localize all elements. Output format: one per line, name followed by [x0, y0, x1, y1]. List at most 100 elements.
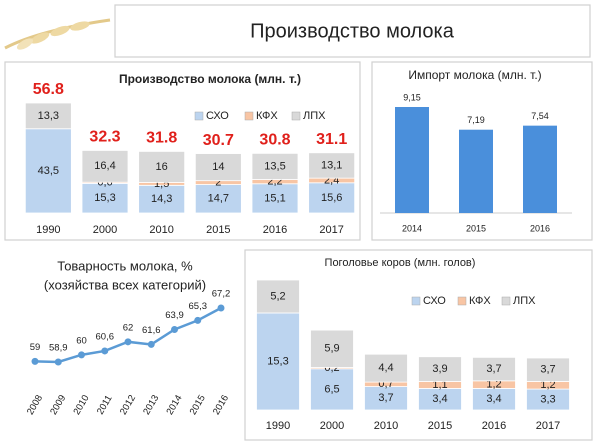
point	[217, 304, 225, 312]
point	[54, 358, 62, 366]
x-tick-label: 2010	[71, 393, 91, 417]
value-label: 62	[123, 322, 134, 333]
point	[78, 351, 85, 359]
bar-segment	[81, 150, 129, 183]
chart-title: Поголовье коров (млн. голов)	[325, 257, 476, 269]
legend-label: КФХ	[256, 110, 278, 122]
bar-segment	[364, 353, 408, 383]
x-tick-label: 2008	[25, 393, 45, 417]
value-label: 9,15	[403, 92, 421, 102]
total-label: 32.3	[89, 129, 120, 146]
legend-swatch	[457, 296, 467, 306]
value-label: 3,7	[378, 392, 393, 404]
x-tick-label: 2016	[530, 223, 550, 233]
wheat-decoration	[4, 18, 111, 50]
x-tick-label: 1990	[266, 420, 290, 432]
x-tick-label: 2014	[402, 223, 422, 233]
value-label: 13,5	[264, 160, 285, 172]
bar-segment	[24, 102, 72, 130]
bar-segment	[81, 182, 129, 214]
bar-segment	[308, 182, 356, 214]
total-label: 30.8	[259, 132, 290, 149]
legend-label: СХО	[206, 110, 229, 122]
value-label: 7,19	[467, 115, 485, 125]
value-label: 7,54	[531, 111, 549, 121]
value-label: 3,4	[486, 393, 501, 405]
bar-segment	[310, 329, 354, 368]
legend-swatch	[501, 296, 511, 306]
value-label: 3,3	[540, 393, 555, 405]
chart-title: Импорт молока (млн. т.)	[408, 68, 541, 82]
bar-segment	[256, 312, 300, 411]
x-tick-label: 2016	[482, 420, 506, 432]
value-label: 15,3	[267, 355, 288, 367]
x-tick-label: 2010	[374, 420, 398, 432]
point	[147, 340, 155, 348]
x-tick-label: 2000	[93, 224, 117, 236]
x-tick-label: 2016	[263, 224, 287, 236]
value-label: 16,4	[94, 160, 115, 172]
legend-swatch	[244, 111, 254, 121]
x-tick-label: 2017	[319, 224, 343, 236]
bar-segment	[251, 152, 299, 180]
legend-label: ЛПХ	[513, 295, 536, 307]
value-label: 15,1	[264, 192, 285, 204]
header-box	[114, 4, 591, 58]
value-label: 15,6	[321, 192, 342, 204]
chart-title: Производство молока (млн. т.)	[119, 72, 301, 86]
line	[34, 306, 222, 364]
value-label: 15,3	[94, 192, 115, 204]
x-tick-label: 2015	[466, 223, 486, 233]
bar-segment	[194, 153, 242, 182]
value-label: 3,9	[432, 363, 447, 375]
value-label: 1,2	[486, 379, 501, 391]
bar-segment	[472, 356, 516, 382]
bar-segment	[256, 279, 300, 314]
legend-swatch	[291, 111, 301, 121]
x-tick-label: 2009	[48, 393, 68, 417]
bar-segment	[418, 356, 462, 382]
value-label: 65,3	[189, 301, 208, 312]
value-label: 13,3	[38, 110, 59, 122]
value-label: 6,5	[324, 383, 339, 395]
point	[101, 347, 109, 355]
value-label: 14,7	[208, 193, 229, 205]
value-label: 43,5	[38, 165, 59, 177]
bar-segment	[308, 152, 356, 179]
x-tick-label: 2013	[141, 393, 161, 417]
value-label: 3,4	[432, 393, 447, 405]
page-title: Производство молока	[250, 20, 455, 42]
legend-label: ЛПХ	[303, 110, 326, 122]
point	[171, 325, 178, 333]
point	[31, 357, 39, 365]
value-label: 60,6	[96, 331, 115, 342]
value-label: 14,3	[151, 193, 172, 205]
bar-segment	[138, 151, 186, 183]
x-tick-label: 2012	[118, 393, 138, 417]
total-label: 31.8	[146, 130, 177, 147]
legend-label: КФХ	[469, 295, 491, 307]
total-label: 30.7	[203, 132, 234, 149]
bar-segment	[194, 184, 242, 214]
chart-title: Товарность молока, %	[57, 258, 193, 273]
x-tick-label: 2015	[428, 420, 452, 432]
x-tick-label: 2016	[211, 393, 231, 417]
value-label: 4,4	[378, 362, 393, 374]
x-tick-label: 1990	[36, 224, 60, 236]
legend-swatch	[194, 111, 204, 121]
legend-swatch	[411, 296, 421, 306]
chart-title: (хозяйства всех категорий)	[44, 277, 206, 292]
x-tick-label: 2015	[188, 393, 208, 417]
x-tick-label: 2011	[95, 393, 115, 416]
x-tick-label: 2014	[164, 393, 184, 417]
bar-segment	[310, 368, 354, 411]
x-tick-label: 2015	[206, 224, 230, 236]
value-label: 58,9	[49, 343, 68, 354]
total-label: 56.8	[33, 81, 64, 98]
x-tick-label: 2017	[536, 420, 560, 432]
value-label: 3,7	[540, 364, 555, 376]
value-label: 61,6	[142, 325, 161, 336]
x-tick-label: 2010	[149, 224, 173, 236]
value-label: 16	[156, 161, 168, 173]
